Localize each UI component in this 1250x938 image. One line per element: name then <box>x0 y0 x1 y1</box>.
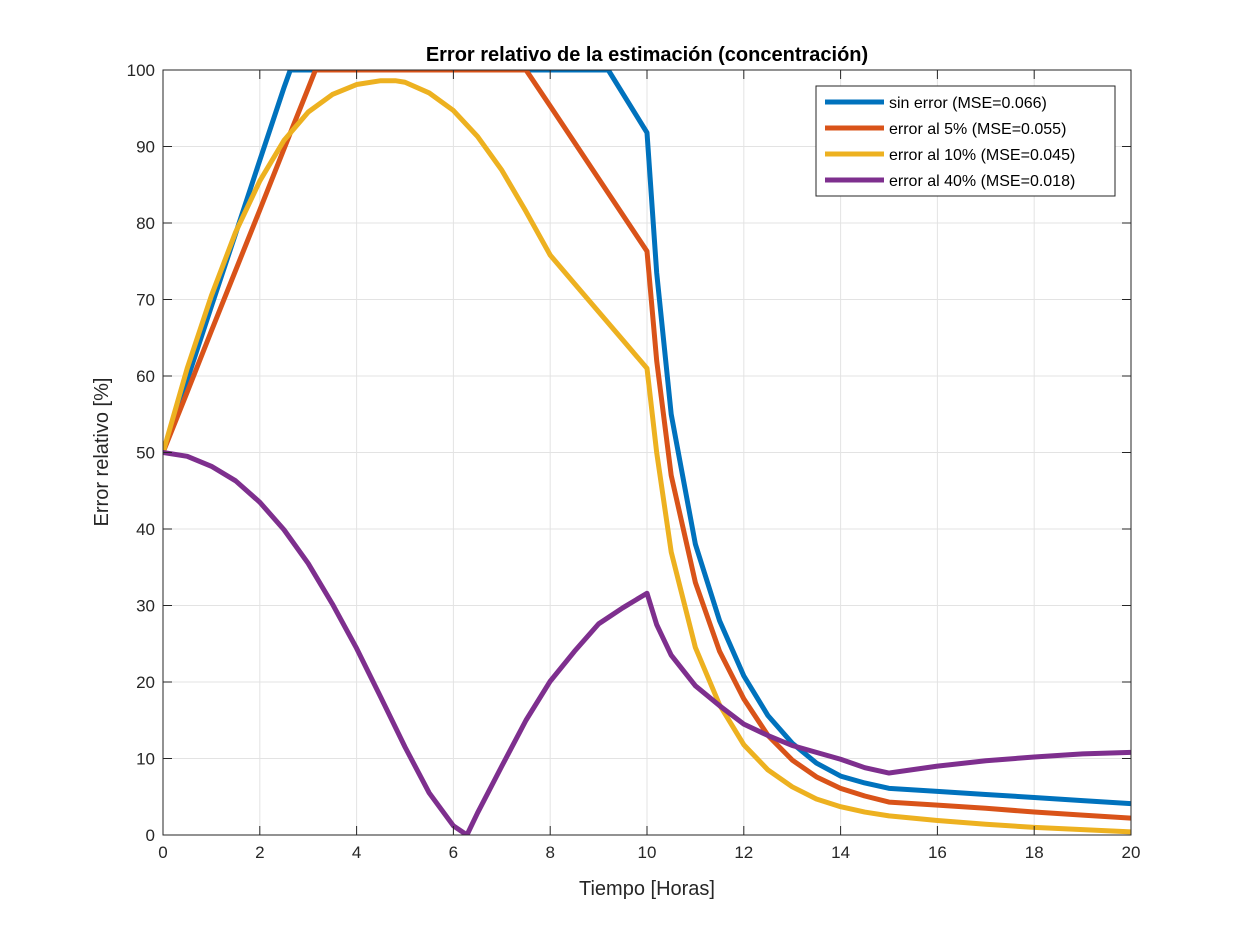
x-tick-label: 14 <box>831 843 850 862</box>
series-line-3 <box>163 78 1131 835</box>
x-tick-label: 10 <box>638 843 657 862</box>
y-tick-label: 60 <box>136 367 155 386</box>
y-tick-label: 30 <box>136 597 155 616</box>
y-tick-label: 50 <box>136 444 155 463</box>
y-tick-label: 0 <box>146 826 155 845</box>
legend-label: error al 40% (MSE=0.018) <box>889 173 1075 190</box>
x-tick-label: 0 <box>158 843 167 862</box>
legend-label: error al 5% (MSE=0.055) <box>889 121 1066 138</box>
y-tick-label: 10 <box>136 750 155 769</box>
x-axis-label: Tiempo [Horas] <box>579 878 715 900</box>
legend-label: sin error (MSE=0.066) <box>889 95 1047 112</box>
x-tick-label: 8 <box>545 843 554 862</box>
x-tick-label: 18 <box>1025 843 1044 862</box>
series-line-2 <box>163 70 1131 821</box>
series-lines <box>163 70 1131 835</box>
x-tick-label: 16 <box>928 843 947 862</box>
y-tick-label: 70 <box>136 291 155 310</box>
y-tick-label: 90 <box>136 138 155 157</box>
series-line-1 <box>163 70 1131 807</box>
x-tick-label: 12 <box>734 843 753 862</box>
y-tick-label: 40 <box>136 520 155 539</box>
legend: sin error (MSE=0.066) error al 5% (MSE=0.… <box>815 85 1116 197</box>
legend-label: error al 10% (MSE=0.045) <box>889 147 1075 164</box>
y-tick-label: 100 <box>127 61 155 80</box>
x-tick-label: 6 <box>449 843 458 862</box>
y-tick-label: 80 <box>136 214 155 233</box>
x-tick-label: 4 <box>352 843 361 862</box>
x-tick-label: 2 <box>255 843 264 862</box>
series-line-4 <box>163 450 1131 835</box>
axis-ticks: 0 2 4 6 8 10 12 14 16 18 20 0 10 20 30 40 50 60 70 80 90 100 <box>127 61 1141 862</box>
chart-title: Error relativo de la estimación (concent… <box>426 44 868 66</box>
y-tick-label: 20 <box>136 673 155 692</box>
x-tick-label: 20 <box>1122 843 1141 862</box>
y-axis-label: Error relativo [%] <box>91 378 113 527</box>
